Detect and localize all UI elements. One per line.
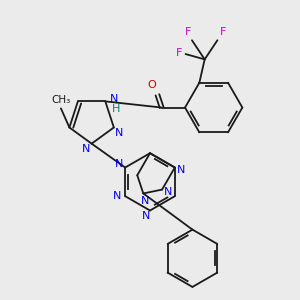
Text: N: N (110, 94, 118, 104)
Text: CH₃: CH₃ (51, 95, 70, 105)
Text: N: N (164, 187, 172, 197)
Text: F: F (220, 27, 226, 37)
Text: N: N (82, 144, 91, 154)
Text: N: N (142, 211, 150, 221)
Text: F: F (184, 27, 191, 37)
Text: H: H (112, 104, 120, 114)
Text: N: N (115, 159, 123, 169)
Text: N: N (177, 165, 185, 175)
Text: O: O (148, 80, 157, 90)
Text: N: N (141, 196, 150, 206)
Text: N: N (112, 191, 121, 201)
Text: N: N (115, 128, 123, 138)
Text: F: F (176, 48, 182, 58)
